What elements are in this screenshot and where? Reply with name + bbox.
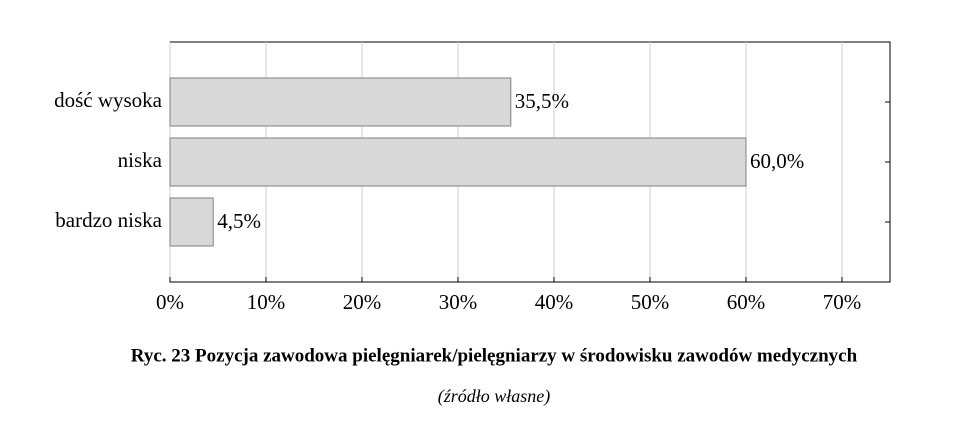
chart-subtitle: (źródło własne) [438, 386, 551, 407]
x-tick-label: 50% [631, 290, 670, 314]
x-tick-label: 60% [727, 290, 766, 314]
value-label: 35,5% [515, 89, 569, 113]
x-tick-label: 30% [439, 290, 478, 314]
bar [169, 197, 214, 247]
x-tick-label: 0% [156, 290, 184, 314]
x-tick-label: 70% [823, 290, 862, 314]
value-label: 4,5% [217, 209, 261, 233]
bar [169, 137, 747, 187]
y-tick-label: niska [118, 148, 163, 172]
x-tick-label: 20% [343, 290, 382, 314]
x-tick-label: 10% [247, 290, 286, 314]
y-tick-label: bardzo niska [55, 208, 162, 232]
x-tick-label: 40% [535, 290, 574, 314]
bar [169, 77, 512, 127]
y-tick-label: dość wysoka [54, 88, 163, 112]
chart-title: Ryc. 23 Pozycja zawodowa pielęgniarek/pi… [131, 345, 858, 366]
value-label: 60,0% [750, 149, 804, 173]
